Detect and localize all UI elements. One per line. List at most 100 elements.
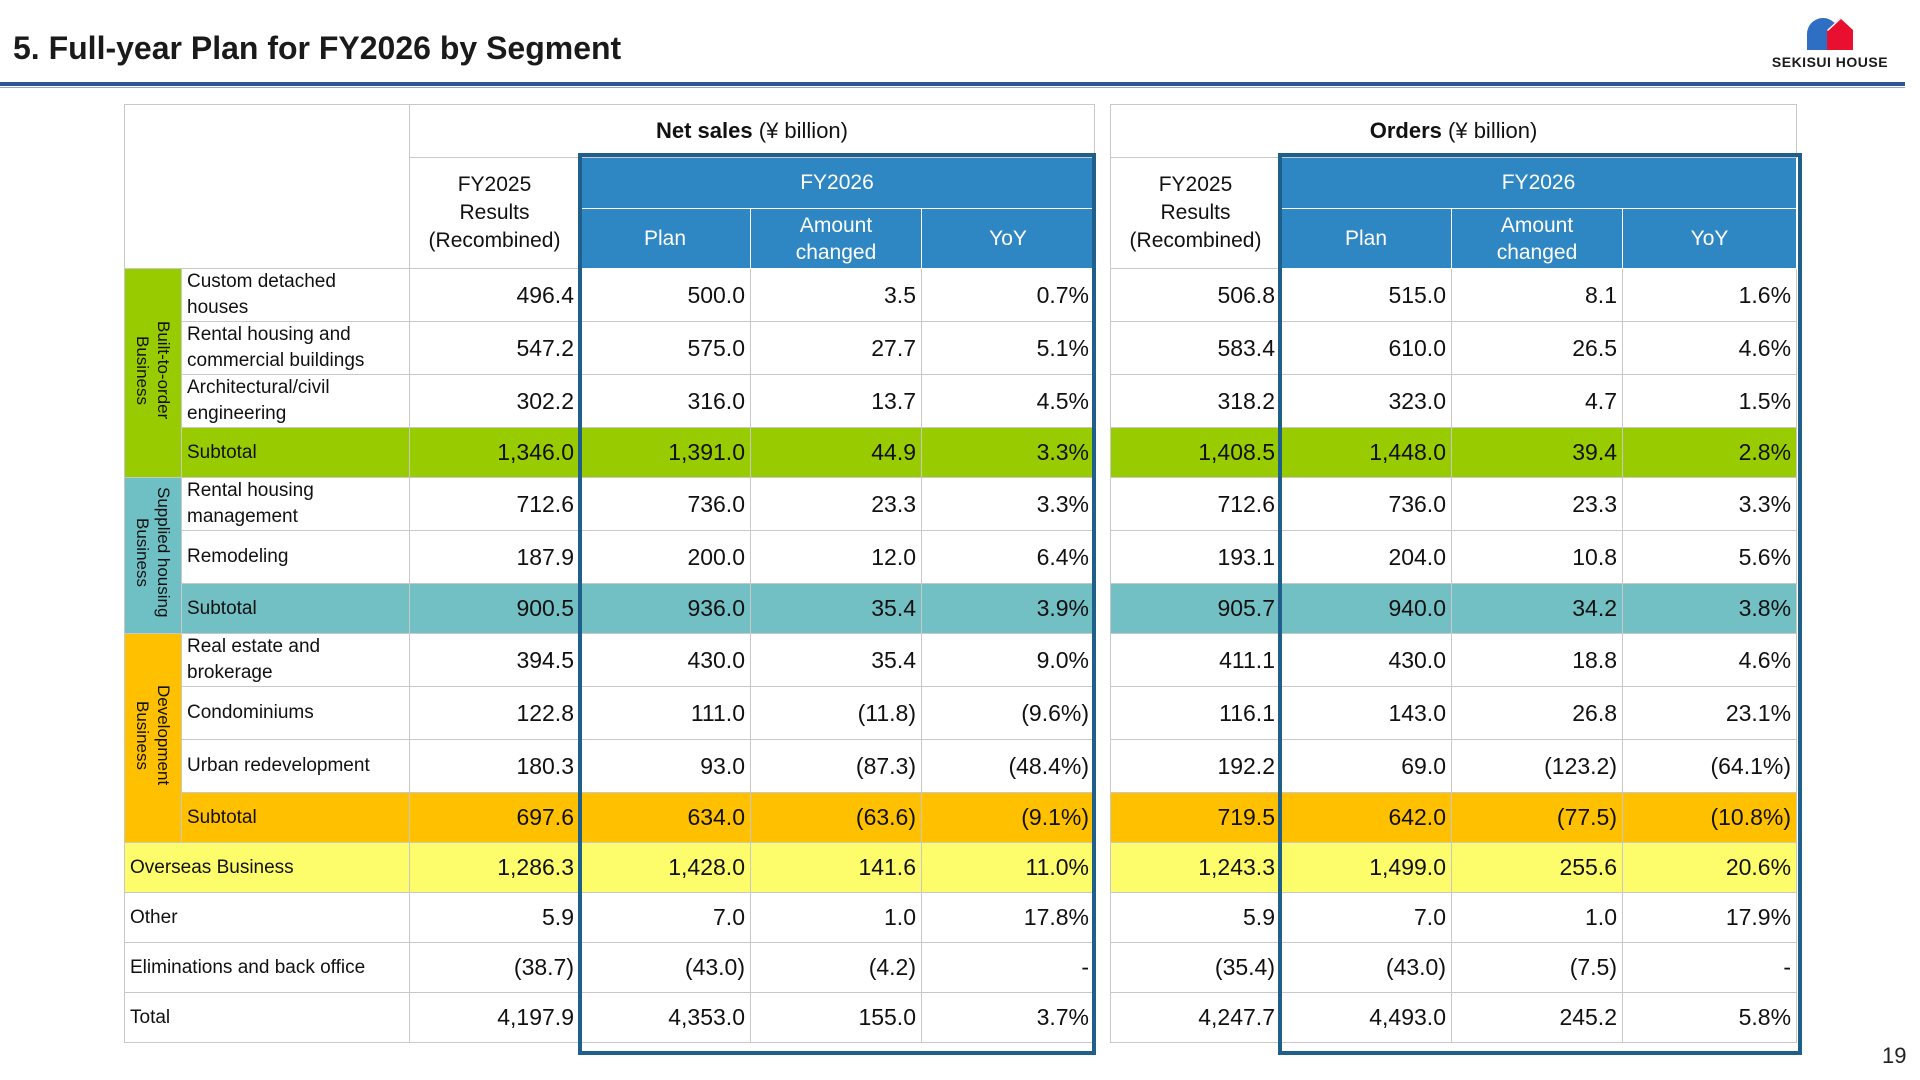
fy2025-results-cell: 712.6 bbox=[409, 477, 580, 531]
fy2025-results-cell: 583.4 bbox=[1110, 321, 1281, 375]
yoy-cell: (9.6%) bbox=[921, 686, 1095, 740]
col-yoy: YoY bbox=[1621, 208, 1798, 269]
yoy-cell: 3.3% bbox=[921, 427, 1095, 478]
fy2025-results-cell: 1,408.5 bbox=[1110, 427, 1281, 478]
group-label-line: Business bbox=[133, 518, 152, 587]
col-fy2025-results: FY2025 Results (Recombined) bbox=[409, 157, 580, 269]
table-row: 116.1 143.0 26.8 23.1% bbox=[1110, 686, 1798, 740]
company-logo: SEKISUI HOUSE bbox=[1760, 16, 1900, 74]
yoy-cell: - bbox=[1621, 942, 1798, 993]
table-row: Subtotal 1,346.0 1,391.0 44.9 3.3% bbox=[125, 427, 1095, 478]
amount-changed-cell: 23.3 bbox=[1451, 477, 1623, 531]
table-row: Subtotal 697.6 634.0 (63.6) (9.1%) bbox=[125, 792, 1095, 843]
amount-changed-cell: 18.8 bbox=[1451, 633, 1623, 687]
fy2025-results-cell: 192.2 bbox=[1110, 739, 1281, 793]
table-row: 411.1 430.0 18.8 4.6% bbox=[1110, 633, 1798, 687]
plan-cell: (43.0) bbox=[1280, 942, 1452, 993]
yoy-cell: 3.8% bbox=[1621, 583, 1798, 634]
orders-header-unit: (¥ billion) bbox=[1441, 118, 1538, 143]
net-sales-header-unit: (¥ billion) bbox=[752, 118, 848, 143]
fy2025-results-cell: 547.2 bbox=[409, 321, 580, 375]
table-row: 318.2 323.0 4.7 1.5% bbox=[1110, 374, 1798, 428]
col-amount-line2: changed bbox=[1496, 240, 1578, 264]
table-row: Overseas Business 1,286.3 1,428.0 141.6 11.0… bbox=[124, 842, 1095, 893]
yoy-cell: 5.8% bbox=[1621, 992, 1798, 1043]
row-label-line: Rental housing bbox=[187, 480, 314, 501]
fy2025-results-cell: 5.9 bbox=[1110, 892, 1281, 943]
row-label-line: Subtotal bbox=[187, 806, 257, 828]
col-fy2025-line3: (Recombined) bbox=[1129, 229, 1262, 252]
yoy-cell: 1.6% bbox=[1621, 268, 1798, 322]
fy2025-results-cell: 4,197.9 bbox=[409, 992, 580, 1043]
fy2025-results-cell: 411.1 bbox=[1110, 633, 1281, 687]
plan-cell: 634.0 bbox=[579, 792, 751, 843]
plan-cell: 500.0 bbox=[579, 268, 751, 322]
group-label-line: Built-to-order bbox=[154, 320, 173, 420]
orders-body: 506.8 515.0 8.1 1.6% 583.4 610.0 26.5 4.6% 318.2… bbox=[1110, 268, 1798, 1043]
amount-changed-cell: (123.2) bbox=[1451, 739, 1623, 793]
row-label-line: management bbox=[187, 506, 298, 527]
net-sales-table: Net sales (¥ billion) FY2025 Results (Re… bbox=[124, 104, 1095, 1043]
row-label: Subtotal bbox=[181, 792, 410, 843]
table-row: Subtotal 900.5 936.0 35.4 3.9% bbox=[125, 583, 1095, 634]
plan-cell: 111.0 bbox=[579, 686, 751, 740]
amount-changed-cell: (63.6) bbox=[750, 792, 922, 843]
yoy-cell: 1.5% bbox=[1621, 374, 1798, 428]
row-label: Eliminations and back office bbox=[124, 942, 410, 993]
col-fy2025-line3: (Recombined) bbox=[428, 229, 561, 252]
row-label-line: Subtotal bbox=[187, 441, 257, 463]
plan-cell: 430.0 bbox=[1280, 633, 1452, 687]
col-amount-line1: Amount bbox=[799, 213, 873, 237]
row-label-line: Subtotal bbox=[187, 597, 257, 619]
fy2025-results-cell: 193.1 bbox=[1110, 530, 1281, 584]
table-row: 712.6 736.0 23.3 3.3% bbox=[1110, 477, 1798, 531]
row-label: Other bbox=[124, 892, 410, 943]
row-label: Remodeling bbox=[181, 530, 410, 584]
plan-cell: 4,493.0 bbox=[1280, 992, 1452, 1043]
development-business-label: Development Business bbox=[124, 633, 182, 843]
amount-changed-cell: 8.1 bbox=[1451, 268, 1623, 322]
plan-cell: 1,428.0 bbox=[579, 842, 751, 893]
col-plan: Plan bbox=[579, 208, 751, 269]
table-row: (35.4) (43.0) (7.5) - bbox=[1110, 942, 1798, 993]
row-label-line: engineering bbox=[187, 403, 287, 424]
col-yoy: YoY bbox=[921, 208, 1095, 269]
row-label: Rental housing and commercial buildings bbox=[181, 321, 410, 375]
fy2025-results-cell: 1,243.3 bbox=[1110, 842, 1281, 893]
amount-changed-cell: (7.5) bbox=[1451, 942, 1623, 993]
row-label-line: brokerage bbox=[187, 662, 273, 683]
col-amount-changed: Amount changed bbox=[750, 208, 922, 269]
amount-changed-cell: 44.9 bbox=[750, 427, 922, 478]
plan-cell: 4,353.0 bbox=[579, 992, 751, 1043]
fy2025-results-cell: 712.6 bbox=[1110, 477, 1281, 531]
yoy-cell: (64.1%) bbox=[1621, 739, 1798, 793]
col-fy2025-line2: Results bbox=[459, 201, 530, 224]
fy2025-results-cell: 4,247.7 bbox=[1110, 992, 1281, 1043]
group-label-text: Supplied housing Business bbox=[132, 487, 174, 617]
table-row: 193.1 204.0 10.8 5.6% bbox=[1110, 530, 1798, 584]
amount-changed-cell: 27.7 bbox=[750, 321, 922, 375]
table-row: Built-to-order Business Custom detached hou… bbox=[124, 268, 1095, 478]
row-label-line: Condominiums bbox=[187, 702, 314, 723]
row-label: Rental housing management bbox=[181, 477, 410, 531]
fy2025-results-cell: 905.7 bbox=[1110, 583, 1281, 634]
plan-cell: 7.0 bbox=[579, 892, 751, 943]
fy2025-results-cell: 719.5 bbox=[1110, 792, 1281, 843]
table-row: 905.7 940.0 34.2 3.8% bbox=[1110, 583, 1798, 634]
yoy-cell: 0.7% bbox=[921, 268, 1095, 322]
table-row: 506.8 515.0 8.1 1.6% bbox=[1110, 268, 1798, 322]
yoy-cell: 3.3% bbox=[1621, 477, 1798, 531]
row-label: Subtotal bbox=[181, 583, 410, 634]
net-sales-header-label: Net sales bbox=[656, 118, 753, 143]
fy2025-results-cell: 394.5 bbox=[409, 633, 580, 687]
amount-changed-cell: 155.0 bbox=[750, 992, 922, 1043]
amount-changed-cell: 1.0 bbox=[750, 892, 922, 943]
fy2025-results-cell: 1,286.3 bbox=[409, 842, 580, 893]
corner-blank bbox=[124, 104, 410, 269]
row-label-line: Architectural/civil bbox=[187, 377, 330, 398]
amount-changed-cell: 12.0 bbox=[750, 530, 922, 584]
amount-changed-cell: 39.4 bbox=[1451, 427, 1623, 478]
fy2025-results-cell: (35.4) bbox=[1110, 942, 1281, 993]
amount-changed-cell: 255.6 bbox=[1451, 842, 1623, 893]
table-row: Architectural/civil engineering 302.2 316.0… bbox=[125, 374, 1095, 428]
